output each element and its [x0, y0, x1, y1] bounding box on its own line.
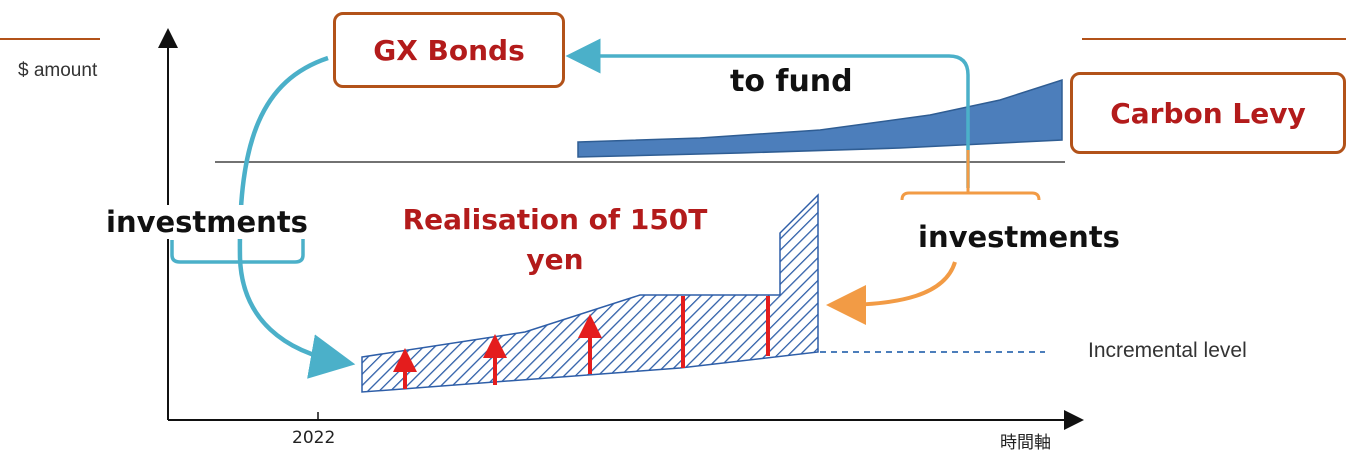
carbon-levy-label: Carbon Levy	[1110, 96, 1306, 130]
to-fund-label: to fund	[730, 64, 853, 99]
x-tick-2022: 2022	[292, 428, 336, 448]
gx-bonds-label: GX Bonds	[373, 33, 525, 67]
flow-arrow-icon	[237, 55, 356, 379]
accent-line-left	[0, 38, 100, 40]
accent-line-right	[1082, 38, 1346, 40]
x-axis-label: 時間軸	[1000, 433, 1051, 453]
investments-right-label: investments	[918, 220, 1120, 254]
orange-bracket	[900, 191, 1041, 201]
gx-bonds-box: GX Bonds	[333, 12, 565, 88]
incremental-level-label: Incremental level	[1088, 339, 1247, 362]
left-bracket	[170, 238, 305, 264]
investments-left-label: investments	[106, 205, 308, 239]
y-axis-label: $ amount	[18, 60, 98, 81]
investment-hatched-area	[361, 193, 819, 393]
realisation-label: Realisation of 150T yen	[402, 203, 708, 276]
carbon-levy-box: Carbon Levy	[1070, 72, 1346, 154]
flow-arrow-icon	[565, 38, 970, 188]
carbon-levy-wedge	[577, 78, 1063, 158]
flow-arrow-icon	[826, 261, 957, 325]
